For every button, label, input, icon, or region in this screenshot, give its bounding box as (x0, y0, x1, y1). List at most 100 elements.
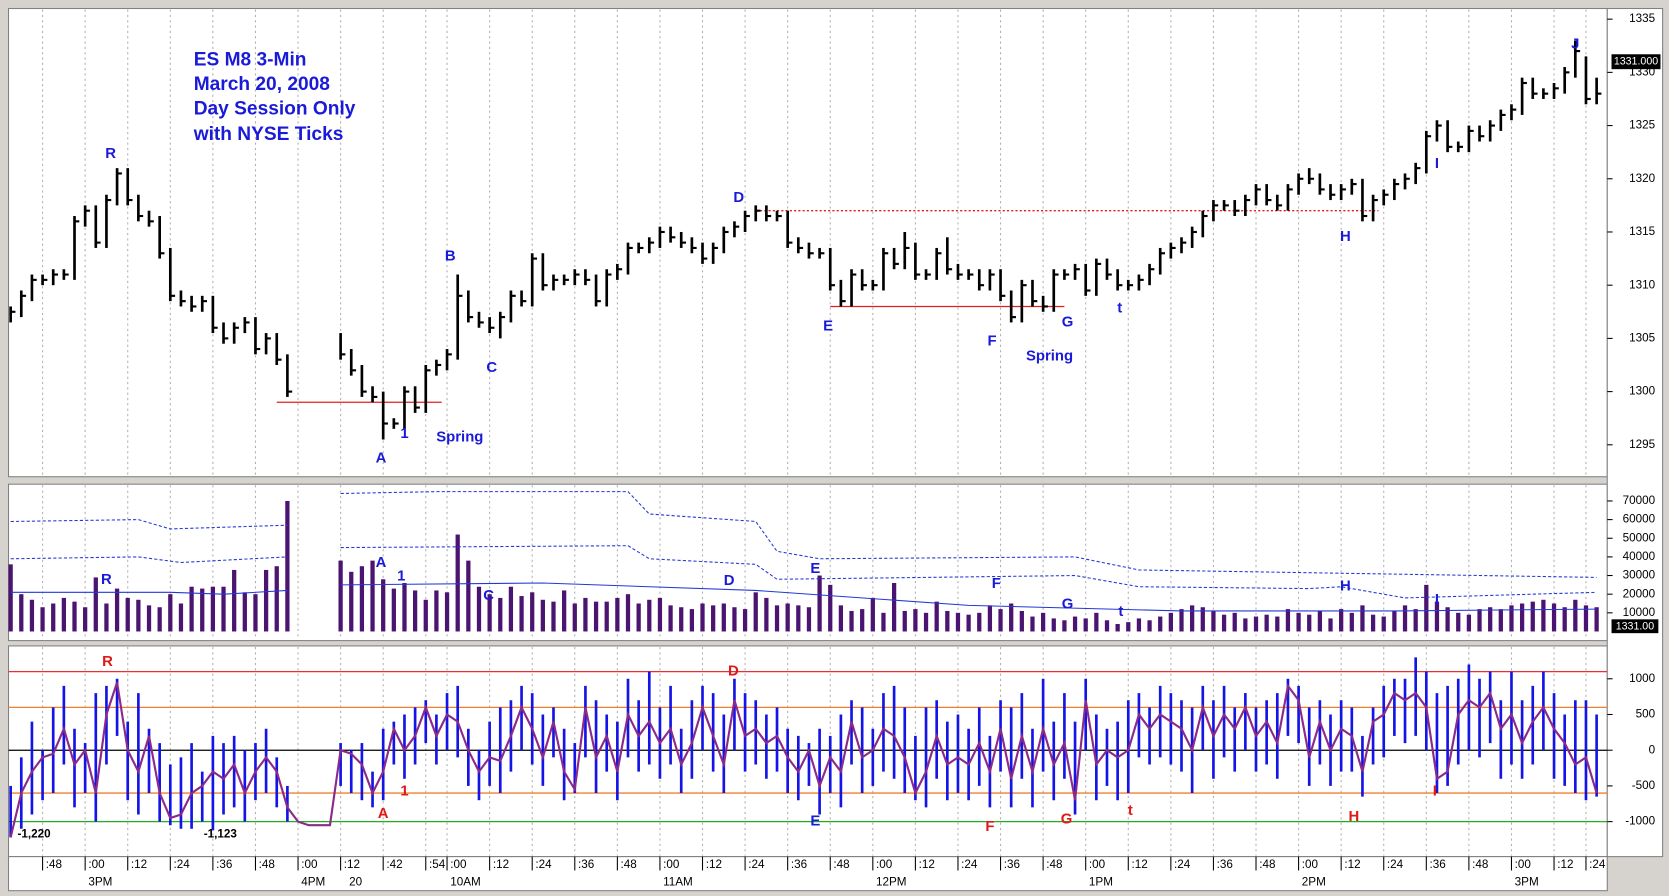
annotation: J (1571, 37, 1579, 53)
volume-bar (1551, 603, 1557, 632)
y-tick-label: 1310 (1629, 278, 1656, 291)
y-tick-label: 50000 (1623, 531, 1656, 544)
volume-bar (1402, 605, 1408, 632)
x-tick-label: :00 (1515, 858, 1532, 871)
volume-bar (189, 586, 194, 632)
volume-band (340, 545, 1597, 599)
last-price-label: 1331.000 (1614, 56, 1658, 68)
volume-bar (1573, 599, 1578, 632)
volume-bar (1179, 609, 1184, 632)
title-line: Day Session Only (194, 99, 356, 120)
annotation: R (101, 572, 112, 588)
volume-bar (902, 610, 907, 632)
volume-bar (1190, 605, 1195, 632)
annotation: R (105, 146, 116, 162)
volume-bar (1434, 601, 1440, 632)
volume-bar (1445, 607, 1450, 632)
x-tick-label: :12 (706, 858, 722, 871)
volume-bar (540, 599, 545, 632)
volume-bar (987, 605, 993, 632)
x-tick-label: :00 (663, 858, 680, 871)
title-line: March 20, 2008 (194, 74, 331, 95)
last-box (1611, 619, 1659, 634)
volume-bar (828, 584, 833, 632)
annotation: Spring (436, 429, 483, 445)
volume-bar (83, 607, 88, 632)
volume-bar (1360, 605, 1365, 632)
volume-bar (412, 590, 418, 632)
volume-bar (668, 605, 673, 632)
annotation: F (987, 334, 996, 350)
volume-bar (1147, 620, 1152, 632)
x-tick-label: :48 (1046, 858, 1062, 871)
y-tick-label: 1335 (1629, 12, 1656, 25)
volume-bar (274, 566, 279, 632)
volume-bar (647, 599, 652, 632)
volume-bar (19, 594, 24, 632)
volume-bar (785, 603, 790, 632)
volume-bar (945, 610, 950, 632)
y-tick-label: 1305 (1629, 331, 1656, 344)
x-tick-label: :24 (535, 858, 552, 871)
volume-bar (221, 586, 226, 632)
volume-bar (689, 609, 694, 632)
annotation: A (376, 555, 387, 571)
annotation: D (724, 573, 735, 589)
volume-bar (466, 560, 471, 632)
x-tick-label: :24 (961, 858, 978, 871)
volume-bar (423, 599, 428, 632)
volume-bar (1232, 612, 1237, 632)
volume-bar (402, 582, 407, 632)
x-tick-label: :36 (216, 858, 232, 871)
x-tick-label: :12 (919, 858, 935, 871)
volume-bar (51, 603, 56, 632)
x-tick-label: :12 (1344, 858, 1360, 871)
volume-bar (1594, 607, 1599, 632)
volume-bar (1413, 609, 1418, 632)
annotation: Spring (1026, 348, 1073, 364)
annotation: I (1433, 784, 1437, 800)
x-tick-label: :12 (493, 858, 509, 871)
time-axis (7, 856, 1608, 892)
volume-bar (572, 603, 577, 632)
annotation: D (733, 190, 744, 206)
volume-bar (934, 601, 939, 632)
y-tick-label: 1000 (1629, 672, 1656, 685)
volume-bar (1541, 599, 1546, 632)
x-tick-label: :00 (1089, 858, 1106, 871)
volume-bar (774, 605, 780, 632)
volume-bar (210, 586, 216, 632)
annotation: C (483, 588, 494, 604)
x-session-label: 2PM (1302, 875, 1326, 888)
volume-bar (923, 612, 929, 632)
y-tick-label: 1300 (1629, 385, 1656, 398)
y-tick-label: 60000 (1623, 513, 1656, 526)
volume-bar (1264, 614, 1269, 632)
volume-bar (1509, 605, 1514, 632)
annotation: t (1118, 604, 1123, 620)
volume-bar (359, 566, 365, 632)
volume-bar (849, 610, 854, 632)
volume-bar (881, 612, 886, 632)
volume-bar (636, 603, 641, 632)
x-session-label: 10AM (450, 875, 481, 888)
volume-bar (721, 603, 726, 632)
x-tick-label: :12 (131, 858, 147, 871)
volume-bar (146, 605, 152, 632)
volume-band (10, 556, 288, 564)
volume-bar (40, 607, 45, 632)
volume-bar (1200, 607, 1205, 632)
annotation: -1,220 (17, 827, 51, 840)
volume-bar (860, 609, 865, 632)
volume-bar (593, 601, 599, 632)
annotation: D (728, 663, 739, 679)
volume-bar (1136, 618, 1142, 632)
volume-band (340, 582, 1597, 612)
volume-bar (253, 594, 258, 632)
volume-bar (551, 601, 556, 632)
x-tick-label: :24 (1589, 858, 1606, 871)
annotation: E (810, 561, 820, 577)
annotation: G (1062, 314, 1074, 330)
volume-bar (8, 564, 13, 632)
x-tick-label: :12 (344, 858, 360, 871)
